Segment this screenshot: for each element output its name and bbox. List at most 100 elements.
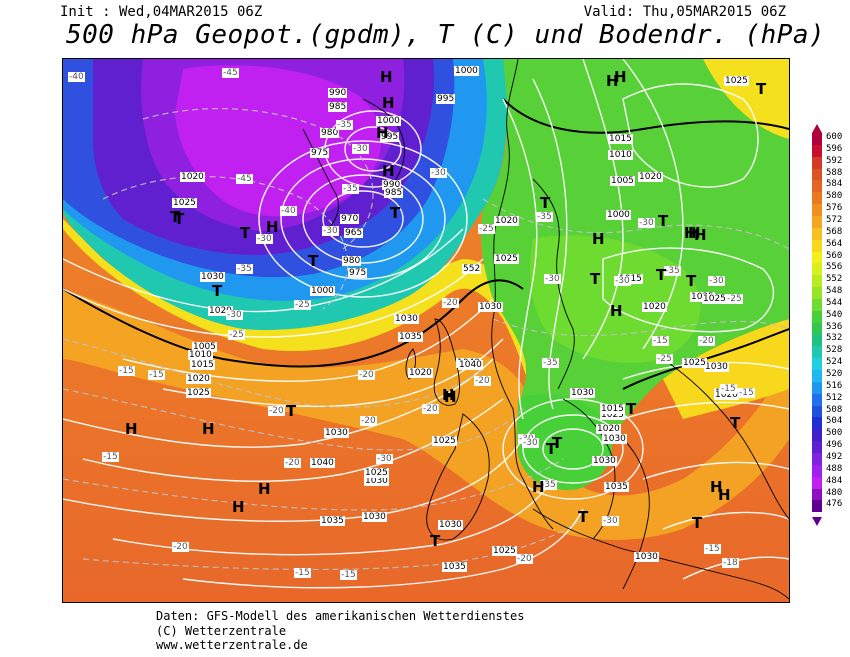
legend-value: 564 (826, 238, 843, 249)
pressure-label: 1025 (702, 294, 727, 304)
legend-swatch (812, 381, 822, 394)
pressure-label: 1030 (394, 314, 419, 324)
pressure-label: 980 (320, 128, 340, 138)
legend-swatch (812, 144, 822, 157)
pressure-label: 985 (384, 188, 404, 198)
contour-552-east (502, 98, 789, 134)
temperature-label: -40 (280, 206, 297, 216)
pressure-label: 1035 (320, 516, 345, 526)
temperature-label: -35 (542, 358, 559, 368)
pressure-label: 1010 (188, 350, 213, 360)
legend-entry: 596 (812, 144, 850, 157)
legend-swatch (812, 298, 822, 311)
legend-top-arrow (812, 124, 822, 133)
temperature-label: -15 (148, 370, 165, 380)
high-pressure-marker: H (232, 498, 245, 516)
pressure-label: 1025 (492, 546, 517, 556)
high-pressure-marker: H (606, 72, 619, 90)
legend-entry: 484 (812, 476, 850, 489)
legend-entry: 516 (812, 380, 850, 394)
pressure-label: 1030 (364, 476, 389, 486)
pressure-label: 1025 (494, 254, 519, 264)
temperature-label: -30 (638, 218, 655, 228)
low-pressure-marker: T (390, 204, 401, 222)
low-pressure-marker: T (686, 272, 697, 290)
legend-swatch (812, 227, 822, 240)
pressure-label: 1025 (432, 436, 457, 446)
temperature-label: -20 (268, 406, 285, 416)
high-pressure-marker: H (614, 68, 627, 86)
pressure-label: 1020 (714, 390, 739, 400)
low-pressure-marker: T (552, 434, 563, 452)
temperature-label: -35 (342, 184, 359, 194)
legend-entry: 540 (812, 310, 850, 323)
legend-swatch (812, 133, 822, 145)
legend-entry: 524 (812, 357, 850, 371)
green-light (529, 235, 701, 363)
pressure-label: 1035 (442, 562, 467, 572)
high-pressure-marker: H (382, 162, 395, 180)
temperature-label: -35 (536, 212, 553, 222)
low-pressure-marker: T (658, 212, 669, 230)
low-pressure-marker: T (578, 508, 589, 526)
pressure-label: 1025 (682, 358, 707, 368)
low-pressure-marker: T (430, 532, 441, 550)
legend-value: 552 (826, 274, 843, 285)
legend-value: 544 (826, 297, 843, 308)
legend-swatch (812, 452, 822, 465)
legend-value: 516 (826, 380, 843, 391)
temperature-label: -15 (720, 384, 737, 394)
low-pressure-marker: T (626, 400, 637, 418)
pressure-label: 985 (328, 102, 348, 112)
legend-entry: 572 (812, 215, 850, 228)
pressure-label: 1000 (606, 210, 631, 220)
legend-entry: 496 (812, 440, 850, 454)
temperature-label: -30 (256, 234, 273, 244)
low-pressure-marker: T (286, 402, 297, 420)
legend-swatch (812, 263, 822, 276)
legend-swatch (812, 310, 822, 323)
pressure-label: 1040 (310, 458, 335, 468)
pressure-label: 1030 (478, 302, 503, 312)
low-pressure-marker: T (590, 270, 601, 288)
isotherms (63, 108, 789, 571)
legend-swatch (812, 156, 822, 169)
pressure-label: 1010 (608, 150, 633, 160)
legend-value: 560 (826, 250, 843, 261)
pressure-label: 1025 (186, 388, 211, 398)
legend-entry: 548 (812, 286, 850, 300)
temperature-label: -25 (478, 224, 495, 234)
legend-value: 480 (826, 487, 843, 498)
legend-entry: 520 (812, 369, 850, 382)
high-pressure-marker: H (444, 388, 457, 406)
legend-entry: 588 (812, 168, 850, 181)
legend-swatch (812, 239, 822, 252)
low-pressure-marker: T (692, 514, 703, 532)
legend-value: 532 (826, 333, 843, 344)
legend-swatch (812, 275, 822, 288)
high-pressure-marker: H (376, 124, 389, 142)
footer-data-source: Daten: GFS-Modell des amerikanischen Wet… (156, 609, 525, 623)
high-pressure-marker: H (125, 420, 138, 438)
legend-swatch (812, 192, 822, 205)
temperature-label: -30 (708, 276, 725, 286)
pressure-label: 965 (344, 228, 364, 238)
temperature-label: -20 (474, 376, 491, 386)
pressure-label: 1035 (398, 332, 423, 342)
high-pressure-marker: H (610, 302, 623, 320)
pressure-label: 1025 (600, 410, 625, 420)
legend-swatch (812, 500, 822, 513)
temperature-label: -25 (228, 330, 245, 340)
legend-swatch (812, 204, 822, 217)
temperature-label: -30 (352, 144, 369, 154)
legend-value: 568 (826, 226, 843, 237)
pressure-label: 1020 (642, 302, 667, 312)
temperature-label: -20 (516, 554, 533, 564)
pressure-label: 995 (380, 132, 400, 142)
legend-swatch (812, 429, 822, 442)
legend-entry: 560 (812, 250, 850, 264)
pressure-label: 970 (340, 214, 360, 224)
legend-swatch (812, 370, 822, 382)
valid-time: Valid: Thu,05MAR2015 06Z (583, 4, 786, 20)
low-pressure-marker: T (308, 252, 319, 270)
